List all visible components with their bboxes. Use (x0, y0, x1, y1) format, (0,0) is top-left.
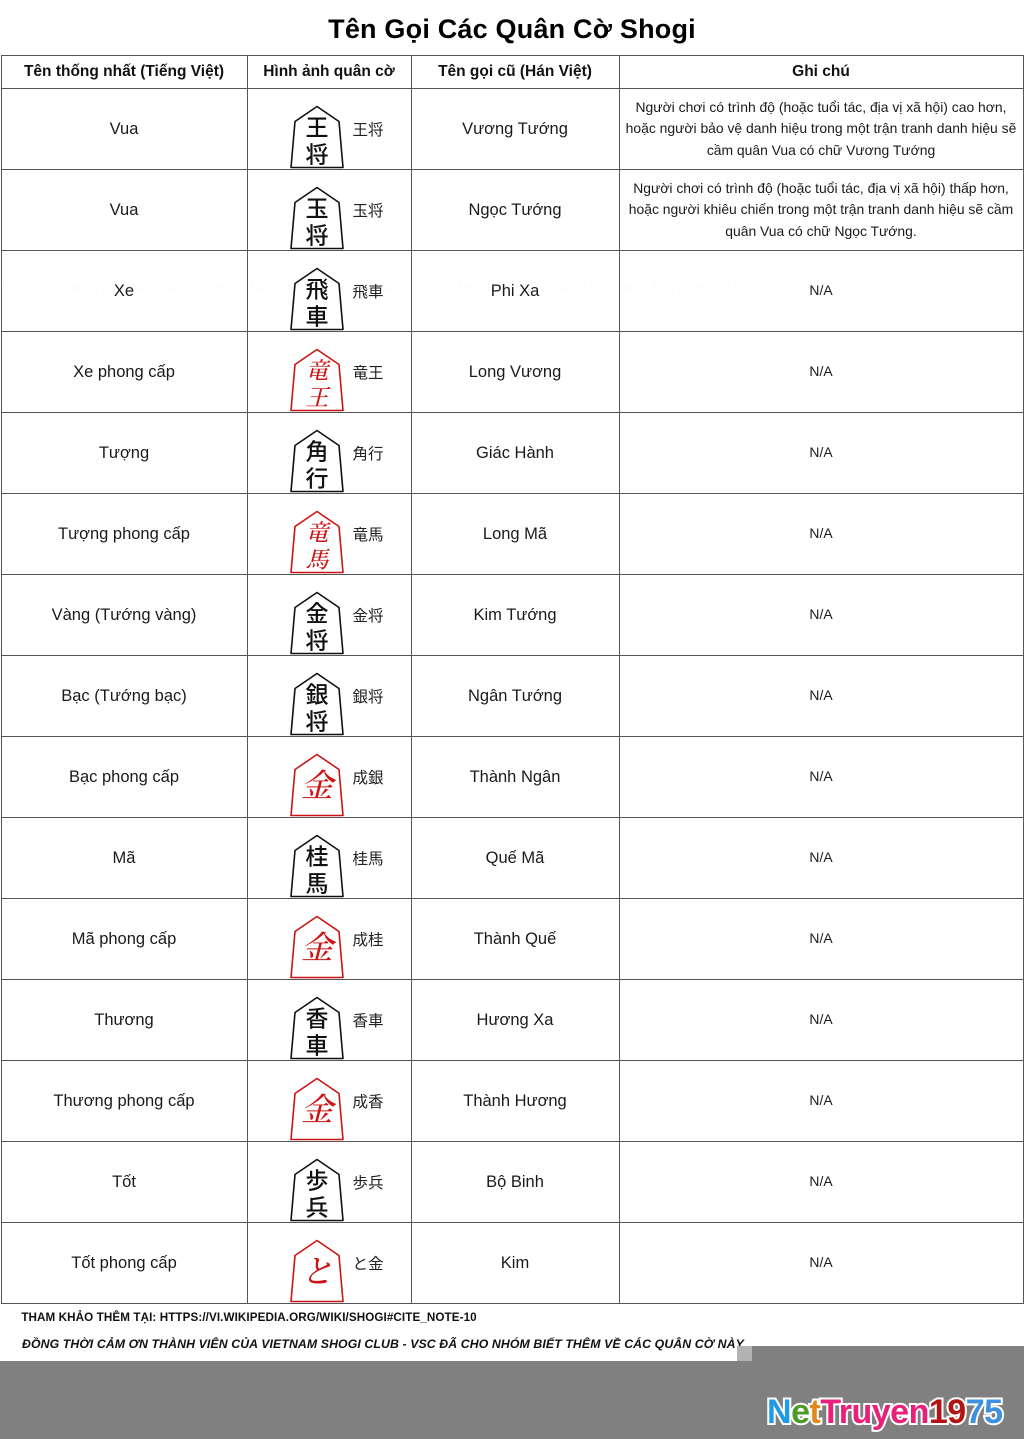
svg-text:金: 金 (300, 923, 336, 969)
svg-text:将: 将 (305, 136, 328, 170)
svg-text:行: 行 (305, 460, 328, 494)
svg-text:将: 将 (305, 622, 328, 656)
svg-text:金: 金 (300, 1085, 336, 1131)
svg-text:と: と (300, 1247, 332, 1293)
svg-text:車: 車 (305, 298, 328, 332)
svg-text:王: 王 (305, 380, 331, 413)
svg-text:車: 車 (305, 1027, 328, 1061)
svg-text:馬: 馬 (305, 865, 328, 899)
svg-text:将: 将 (305, 217, 328, 251)
svg-text:馬: 馬 (305, 542, 330, 575)
svg-text:兵: 兵 (305, 1189, 328, 1223)
svg-text:将: 将 (305, 703, 328, 737)
svg-text:金: 金 (300, 761, 336, 807)
